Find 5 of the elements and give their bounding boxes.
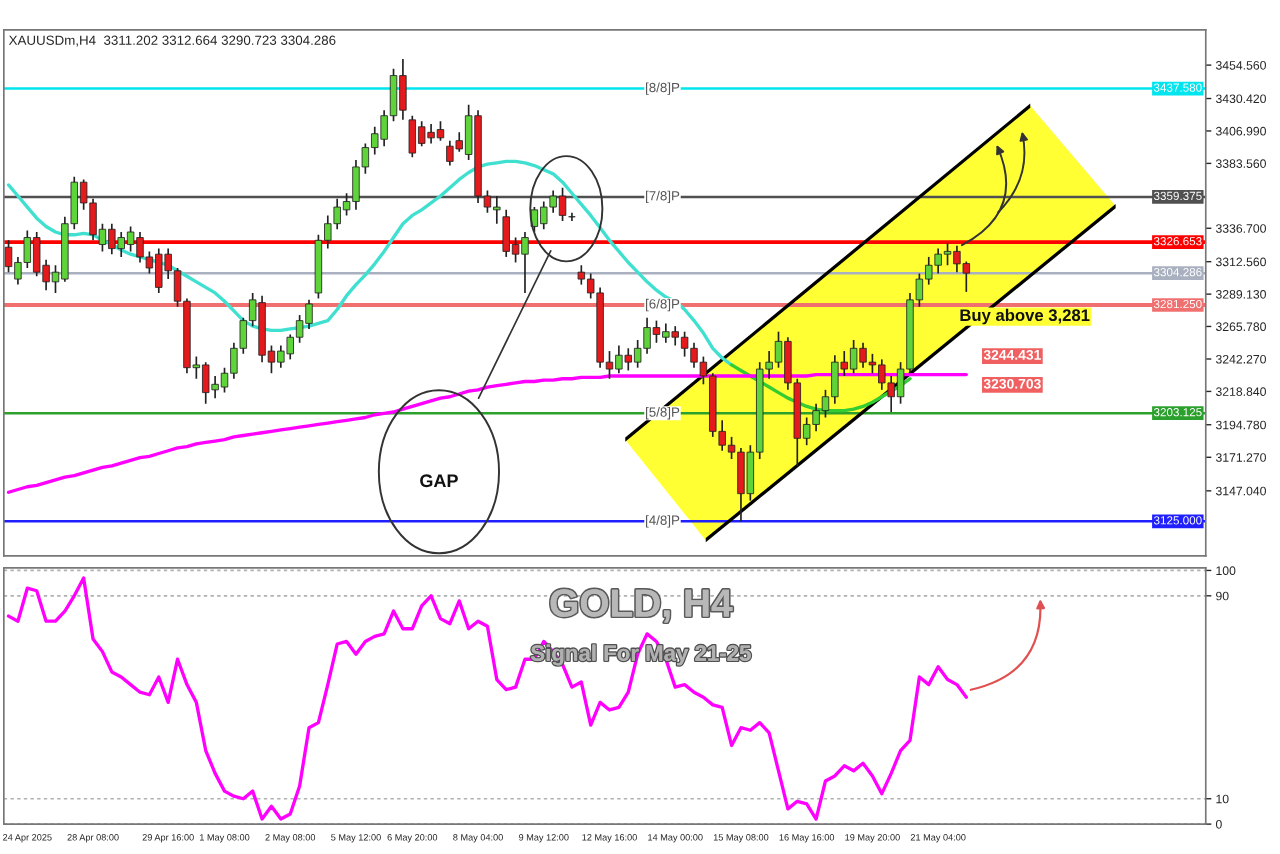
annotation: GAP bbox=[420, 474, 458, 488]
line-series bbox=[6, 159, 734, 367]
line-series bbox=[6, 576, 968, 821]
chart-title: GOLD, H4 bbox=[550, 589, 733, 623]
annotation: Buy above 3,281 bbox=[960, 308, 1090, 325]
